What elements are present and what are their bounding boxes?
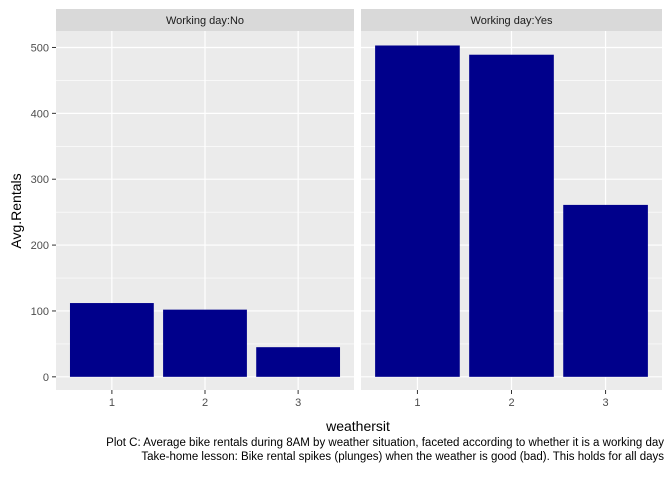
- caption-line-2: Take-home lesson: Bike rental spikes (pl…: [141, 451, 664, 463]
- facet-strip-label: Working day:No: [166, 15, 244, 27]
- y-tick-label: 300: [31, 174, 49, 186]
- facet-panel: Working day:Yes: [361, 9, 662, 390]
- y-axis: 0 100 200 300 400 500: [31, 42, 56, 384]
- y-tick-label: 0: [43, 372, 49, 384]
- facet-panel: Working day:No: [56, 9, 354, 390]
- facet-strip-label: Working day:Yes: [471, 15, 553, 27]
- y-axis-title: Avg.Rentals: [8, 173, 24, 248]
- facet-strip: [56, 9, 354, 31]
- x-tick-label: 2: [202, 397, 208, 409]
- bar: [469, 54, 554, 377]
- y-tick-label: 500: [31, 42, 49, 54]
- y-tick-label: 400: [31, 108, 49, 120]
- bar: [256, 347, 341, 377]
- x-axis: 1 2 3 1 2 3: [109, 390, 609, 409]
- bar: [69, 303, 154, 377]
- bar: [563, 204, 648, 377]
- x-tick-label: 3: [295, 397, 301, 409]
- bar: [375, 45, 460, 377]
- x-axis-title: weathersit: [325, 418, 390, 434]
- caption-line-1: Plot C: Average bike rentals during 8AM …: [106, 437, 664, 449]
- y-tick-label: 200: [31, 240, 49, 252]
- x-tick-label: 3: [603, 397, 609, 409]
- facets-layer: Working day:No Working day:Yes: [56, 9, 662, 390]
- bar: [163, 309, 247, 377]
- x-tick-label: 2: [508, 397, 514, 409]
- x-tick-label: 1: [414, 397, 420, 409]
- facet-strip: [361, 9, 662, 31]
- y-tick-label: 100: [31, 306, 49, 318]
- x-tick-label: 1: [109, 397, 115, 409]
